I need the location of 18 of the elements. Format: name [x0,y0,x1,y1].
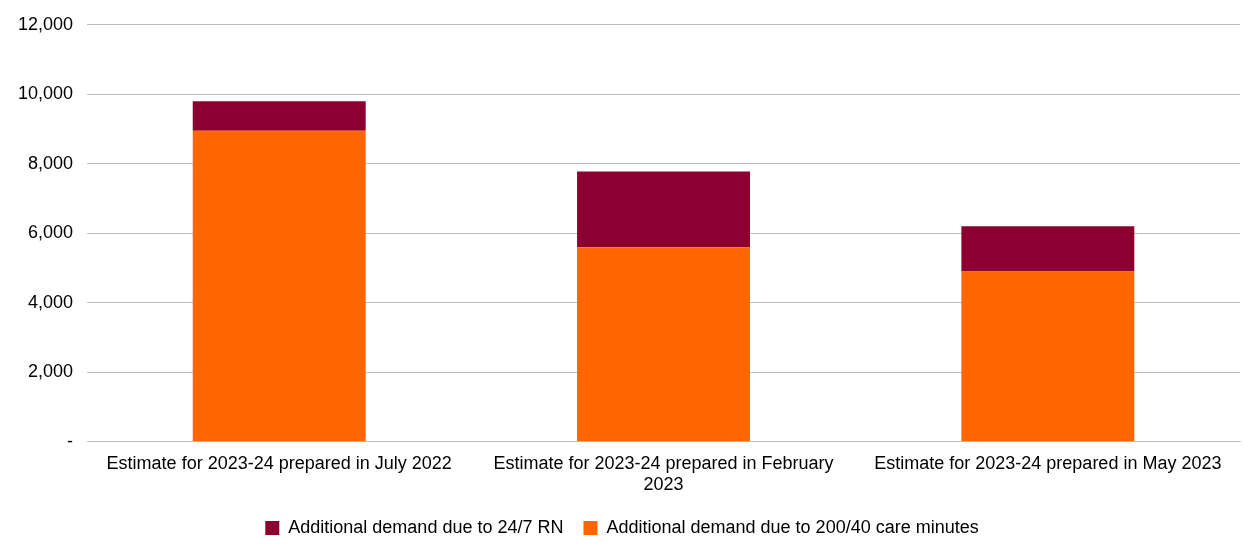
x-tick-label: Estimate for 2023-24 prepared in May 2023 [874,452,1222,473]
y-tick-label: - [67,430,74,451]
x-tick-label: Estimate for 2023-24 prepared in July 2022 [106,452,452,473]
y-tick-label: 12,000 [17,13,74,34]
bar [577,247,750,442]
y-tick-label: 6,000 [28,222,74,243]
legend-label: Additional demand due to 200/40 care minutes [606,516,979,537]
x-tick-label: Estimate for 2023-24 prepared in February 2023 [493,452,834,495]
y-tick-label: 10,000 [17,83,74,104]
bar [961,271,1135,442]
y-tick-label: 4,000 [28,291,74,312]
legend-label: Additional demand due to 24/7 RN [288,516,564,537]
bar [192,130,366,442]
bar [192,101,366,131]
y-tick-label: 2,000 [28,361,74,382]
y-tick-label: 8,000 [28,152,74,173]
bar [577,171,750,248]
bar [961,226,1135,272]
